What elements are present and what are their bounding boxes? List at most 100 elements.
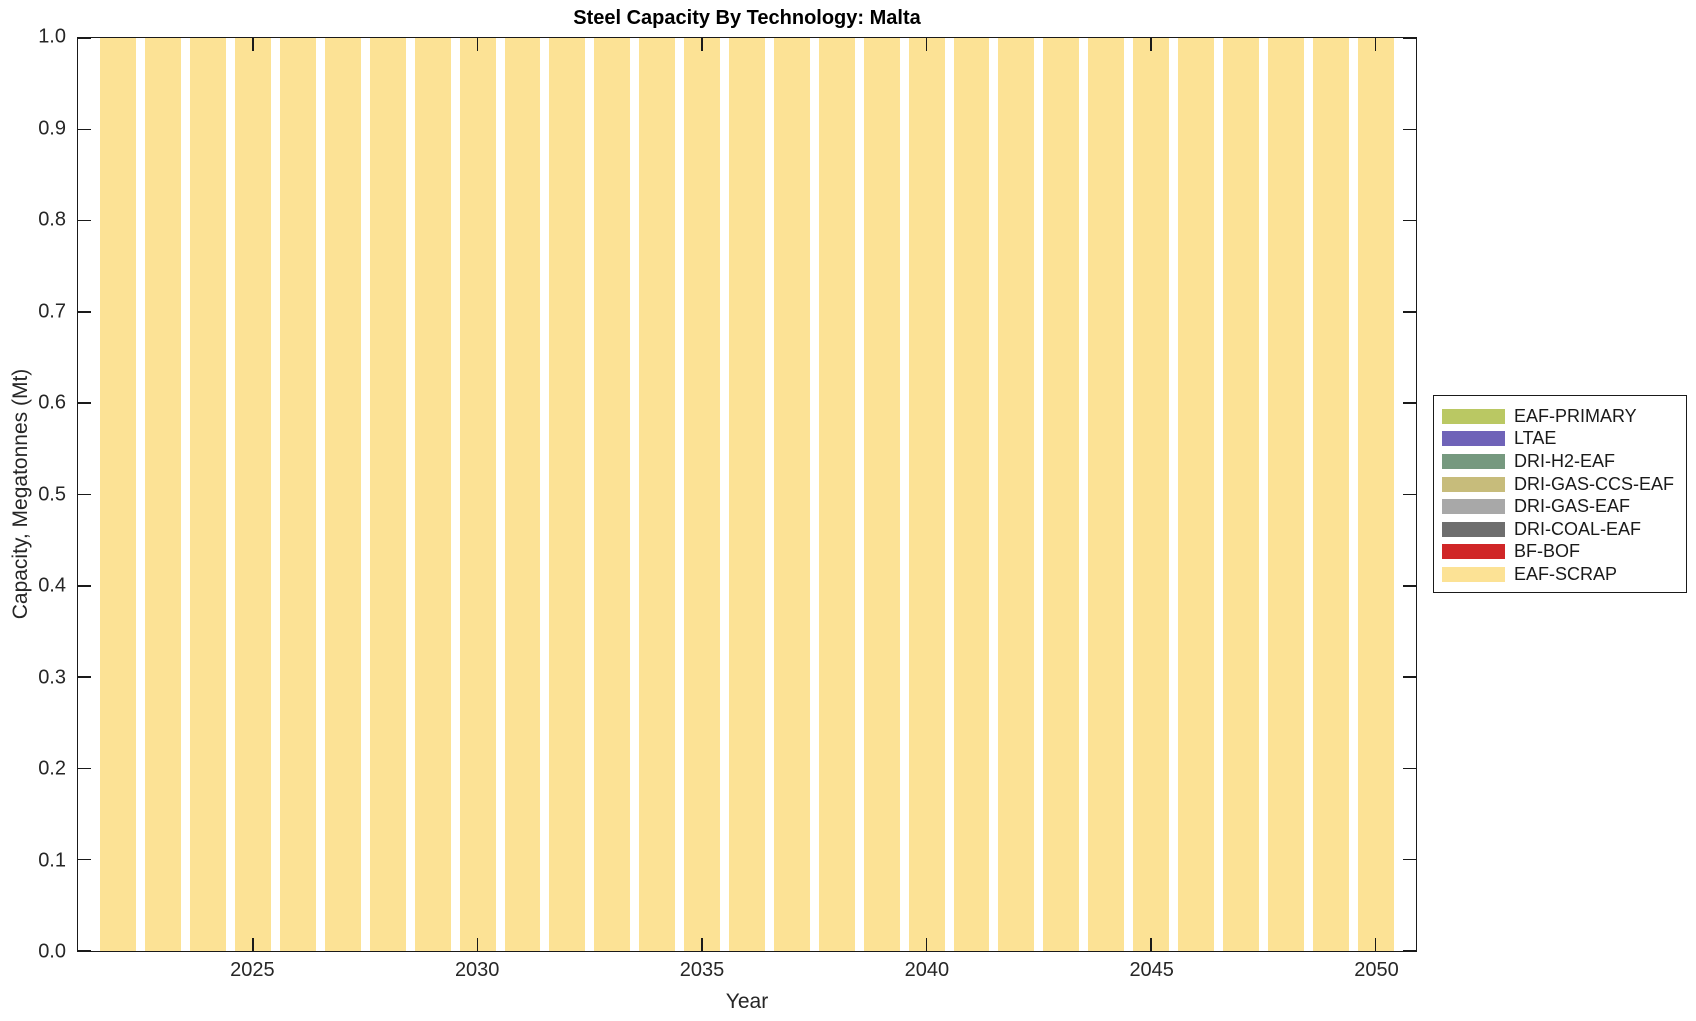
y-tick-label: 0.9 — [38, 117, 66, 139]
bar-eaf-scrap-2026 — [280, 38, 316, 951]
y-tick — [78, 585, 91, 587]
y-tick-right — [1403, 767, 1416, 770]
legend-label: LTAE — [1514, 428, 1557, 449]
bar-eaf-scrap-2029 — [414, 38, 451, 951]
y-tick — [78, 219, 91, 222]
plot-area — [77, 37, 1417, 952]
y-tick-right — [1403, 493, 1416, 496]
bar-eaf-scrap-2039 — [863, 38, 900, 951]
y-tick-labels: 0.0 0.1 0.2 0.3 0.4 0.5 0.6 0.7 0.8 0.9 1.0 — [0, 26, 66, 963]
y-tick-label: 0.1 — [38, 849, 66, 871]
legend-swatch-dri-coal-eaf — [1442, 521, 1505, 537]
bar-eaf-scrap-2037 — [773, 38, 810, 951]
bar-eaf-scrap-2046 — [1178, 38, 1214, 951]
y-tick-right — [1403, 950, 1416, 952]
y-tick-right — [1403, 858, 1416, 861]
x-tick-label: 2030 — [454, 959, 500, 981]
legend-row-eaf-primary: EAF-PRIMARY — [1442, 405, 1686, 428]
legend-row-dri-gas-ccs-eaf: DRI-GAS-CCS-EAF — [1442, 473, 1686, 496]
y-tick-right — [1403, 128, 1416, 131]
y-tick-right — [1403, 402, 1416, 404]
y-tick-label: 1.0 — [38, 25, 66, 48]
bar-eaf-scrap-2045 — [1133, 38, 1170, 951]
x-tick-top — [1374, 38, 1377, 51]
legend-label: DRI-GAS-EAF — [1514, 496, 1631, 517]
legend-row-eaf-scrap: EAF-SCRAP — [1442, 563, 1686, 586]
y-tick-right — [1403, 585, 1416, 587]
legend-label: BF-BOF — [1514, 541, 1580, 562]
y-tick-right — [1403, 219, 1416, 222]
x-tick — [701, 938, 703, 951]
y-tick — [78, 676, 91, 678]
legend: EAF-PRIMARY LTAE DRI-H2-EAF DRI-GAS-CCS-EAF… — [1433, 395, 1687, 593]
y-tick-right — [1403, 676, 1416, 678]
bar-eaf-scrap-2028 — [369, 38, 406, 951]
bar-eaf-scrap-2025 — [235, 38, 272, 951]
bar-eaf-scrap-2023 — [145, 38, 182, 951]
bar-eaf-scrap-2036 — [729, 38, 765, 951]
y-tick-label: 0.2 — [38, 757, 66, 780]
y-tick-label: 0.5 — [38, 483, 66, 505]
y-tick — [78, 493, 91, 496]
x-tick-top — [925, 38, 928, 51]
legend-swatch-eaf-scrap — [1442, 566, 1505, 582]
x-axis-label: Year — [725, 990, 769, 1013]
y-tick-label: 0.8 — [38, 208, 66, 231]
x-tick-top — [701, 38, 703, 51]
x-tick-label: 2040 — [904, 959, 950, 981]
bar-eaf-scrap-2030 — [459, 38, 496, 951]
legend-label: DRI-COAL-EAF — [1514, 518, 1642, 539]
y-tick-right — [1403, 37, 1416, 39]
bar-eaf-scrap-2031 — [504, 38, 541, 951]
y-tick — [78, 767, 91, 770]
bar-eaf-scrap-2035 — [684, 38, 721, 951]
bar-eaf-scrap-2049 — [1312, 38, 1349, 951]
y-tick-right — [1403, 311, 1416, 313]
y-tick-label: 0.0 — [38, 940, 66, 963]
bar-eaf-scrap-2022 — [100, 38, 137, 951]
legend-label: DRI-H2-EAF — [1514, 450, 1616, 471]
y-tick-label: 0.7 — [38, 300, 66, 322]
legend-swatch-dri-gas-ccs-eaf — [1442, 476, 1505, 492]
y-tick — [78, 37, 91, 39]
x-tick-label: 2045 — [1129, 959, 1174, 981]
x-tick-labels: 2025 2030 2035 2040 2045 2050 — [77, 959, 1417, 985]
legend-row-bf-bof: BF-BOF — [1442, 541, 1686, 564]
x-tick-label: 2050 — [1354, 959, 1399, 981]
legend-swatch-dri-gas-eaf — [1442, 499, 1505, 515]
legend-label: EAF-SCRAP — [1514, 563, 1618, 584]
y-tick-label: 0.4 — [38, 574, 66, 597]
x-tick-label: 2035 — [679, 959, 725, 981]
y-tick — [78, 311, 91, 313]
legend-swatch-bf-bof — [1442, 544, 1505, 560]
x-tick-top — [476, 38, 479, 51]
bar-eaf-scrap-2044 — [1088, 38, 1125, 951]
bar-eaf-scrap-2041 — [953, 38, 990, 951]
y-tick — [78, 858, 91, 861]
x-tick — [1150, 938, 1152, 951]
x-tick — [925, 938, 928, 951]
bar-eaf-scrap-2038 — [818, 38, 855, 951]
legend-label: EAF-PRIMARY — [1514, 405, 1637, 426]
x-tick — [476, 938, 479, 951]
x-tick — [1374, 938, 1377, 951]
bar-eaf-scrap-2050 — [1357, 38, 1394, 951]
bar-eaf-scrap-2048 — [1267, 38, 1304, 951]
legend-swatch-ltae — [1442, 431, 1505, 447]
x-tick-top — [1150, 38, 1152, 51]
bar-eaf-scrap-2043 — [1043, 38, 1080, 951]
y-tick-label: 0.3 — [38, 666, 66, 688]
legend-swatch-dri-h2-eaf — [1442, 453, 1505, 469]
legend-row-dri-gas-eaf: DRI-GAS-EAF — [1442, 495, 1686, 518]
legend-label: DRI-GAS-CCS-EAF — [1514, 473, 1675, 494]
legend-row-ltae: LTAE — [1442, 428, 1686, 451]
y-tick — [78, 950, 91, 952]
chart-title: Steel Capacity By Technology: Malta — [573, 7, 921, 29]
y-tick-label: 0.6 — [38, 391, 66, 414]
bar-eaf-scrap-2040 — [908, 38, 945, 951]
y-tick — [78, 128, 91, 131]
bar-eaf-scrap-2032 — [549, 38, 586, 951]
x-tick-top — [252, 38, 254, 51]
bar-eaf-scrap-2034 — [639, 38, 676, 951]
